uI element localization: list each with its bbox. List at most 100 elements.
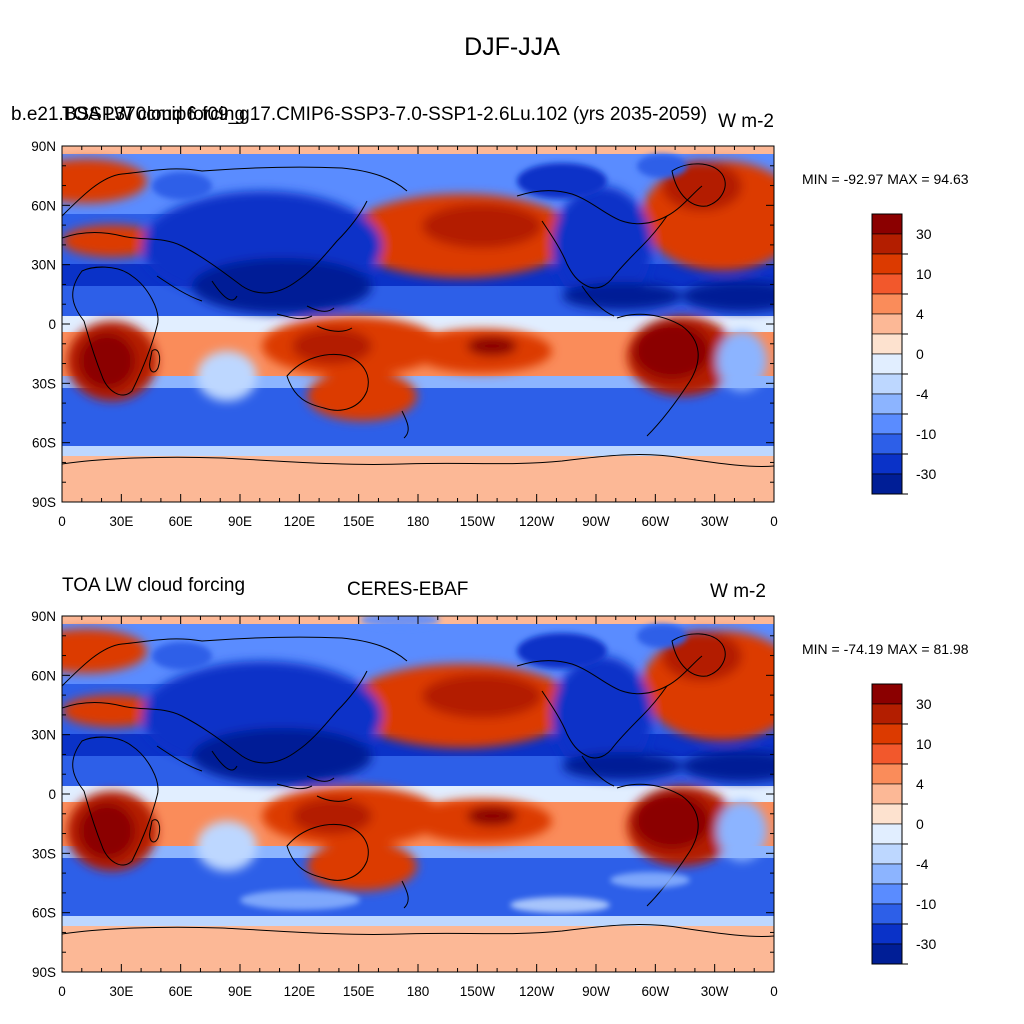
lat-tick-label: 60N — [31, 198, 56, 213]
lon-tick-label: 150W — [460, 984, 496, 999]
colorbar-swatch — [871, 723, 903, 745]
lon-tick-label: 90W — [582, 984, 610, 999]
lon-tick-label: 30E — [109, 514, 133, 529]
colorbar-label: -30 — [916, 466, 936, 482]
lon-tick-label: 150E — [343, 984, 375, 999]
lon-tick-label: 90W — [582, 514, 610, 529]
lat-tick-label: 90S — [32, 965, 56, 980]
colorbar-swatch — [871, 453, 903, 475]
colorbar-label: 10 — [916, 266, 932, 282]
lon-tick-label: 60E — [169, 514, 193, 529]
colorbar-swatch — [871, 293, 903, 315]
lon-tick-label: 90E — [228, 984, 252, 999]
colorbar-label: 4 — [916, 306, 924, 322]
lon-tick-label: 0 — [770, 514, 778, 529]
colorbar-label: 30 — [916, 696, 932, 712]
lat-tick-label: 60N — [31, 668, 56, 683]
lon-tick-label: 30W — [701, 514, 729, 529]
colorbar-label: 0 — [916, 346, 924, 362]
lon-tick-label: 120W — [519, 984, 555, 999]
colorbar-swatch — [871, 373, 903, 395]
lon-tick-label: 60W — [641, 514, 669, 529]
lat-tick-label: 60S — [32, 906, 56, 921]
lon-tick-label: 180 — [407, 984, 430, 999]
panel2-colorbar: 30 10 4 0 -4 -10 -30 — [871, 683, 936, 965]
panel2-minmax: MIN = -74.19 MAX = 81.98 — [802, 641, 969, 657]
lon-tick-label: 0 — [58, 984, 66, 999]
colorbar-swatch — [871, 843, 903, 865]
colorbar-swatch — [871, 333, 903, 355]
lon-tick-label: 180 — [407, 514, 430, 529]
colorbar-swatch — [871, 783, 903, 805]
lon-tick-label: 120W — [519, 514, 555, 529]
lon-tick-label: 120E — [284, 984, 316, 999]
lat-tick-label: 60S — [32, 436, 56, 451]
panel1-left-string-overlap: TOA LW cloud forcing — [62, 104, 246, 125]
colorbar-label: 30 — [916, 226, 932, 242]
colorbar-swatch — [871, 863, 903, 885]
colorbar-label: -4 — [916, 856, 929, 872]
panel1-colorbar: 30 10 4 0 -4 -10 -30 — [871, 213, 936, 495]
panel2-center-string: CERES-EBAF — [347, 579, 469, 600]
panel1-ticks — [61, 145, 775, 503]
colorbar-swatch — [871, 313, 903, 335]
colorbar-swatch — [871, 943, 903, 965]
lat-tick-label: 30S — [32, 376, 56, 391]
lon-tick-label: 0 — [770, 984, 778, 999]
colorbar-swatch — [871, 213, 903, 235]
colorbar-label: -4 — [916, 386, 929, 402]
lon-tick-label: 30E — [109, 984, 133, 999]
colorbar-swatch — [871, 273, 903, 295]
colorbar-label: -30 — [916, 936, 936, 952]
lon-tick-label: 150W — [460, 514, 496, 529]
colorbar-swatch — [871, 823, 903, 845]
colorbar-label: -10 — [916, 896, 936, 912]
lon-tick-label: 0 — [58, 514, 66, 529]
colorbar-swatch — [871, 473, 903, 495]
lat-tick-label: 30N — [31, 728, 56, 743]
colorbar-swatch — [871, 233, 903, 255]
panel2-map — [61, 615, 775, 973]
lat-tick-label: 0 — [48, 317, 56, 332]
figure-title: DJF-JJA — [464, 33, 560, 61]
lat-tick-label: 90N — [31, 609, 56, 624]
panel1-right-string: W m-2 — [718, 111, 774, 132]
colorbar-swatch — [871, 883, 903, 905]
colorbar-swatch — [871, 393, 903, 415]
colorbar-label: 0 — [916, 816, 924, 832]
colorbar-swatch — [871, 253, 903, 275]
lon-tick-label: 60E — [169, 984, 193, 999]
colorbar-swatch — [871, 763, 903, 785]
panel2-right-string: W m-2 — [710, 581, 766, 602]
colorbar-label: 10 — [916, 736, 932, 752]
panel1-left-string: b.e21.BSSP370cmip6.f09_g17.CMIP6-SSP3-7.… — [11, 104, 708, 125]
lon-tick-label: 90E — [228, 514, 252, 529]
colorbar-swatch — [871, 683, 903, 705]
colorbar-swatch — [871, 803, 903, 825]
lon-tick-label: 120E — [284, 514, 316, 529]
lat-tick-label: 90N — [31, 139, 56, 154]
lat-tick-label: 0 — [48, 787, 56, 802]
colorbar-swatch — [871, 903, 903, 925]
colorbar-label: 4 — [916, 776, 924, 792]
colorbar-swatch — [871, 413, 903, 435]
panel2-left-string: TOA LW cloud forcing — [62, 575, 246, 596]
colorbar-swatch — [871, 433, 903, 455]
lon-tick-label: 150E — [343, 514, 375, 529]
panel1-map — [61, 145, 775, 503]
lat-tick-label: 30S — [32, 846, 56, 861]
colorbar-label: -10 — [916, 426, 936, 442]
panel1-minmax: MIN = -92.97 MAX = 94.63 — [802, 171, 969, 187]
colorbar-swatch — [871, 353, 903, 375]
lon-tick-label: 30W — [701, 984, 729, 999]
panel2-ticks — [61, 615, 775, 973]
lon-tick-label: 60W — [641, 984, 669, 999]
colorbar-swatch — [871, 743, 903, 765]
lat-tick-label: 30N — [31, 258, 56, 273]
colorbar-swatch — [871, 703, 903, 725]
lat-tick-label: 90S — [32, 495, 56, 510]
colorbar-swatch — [871, 923, 903, 945]
